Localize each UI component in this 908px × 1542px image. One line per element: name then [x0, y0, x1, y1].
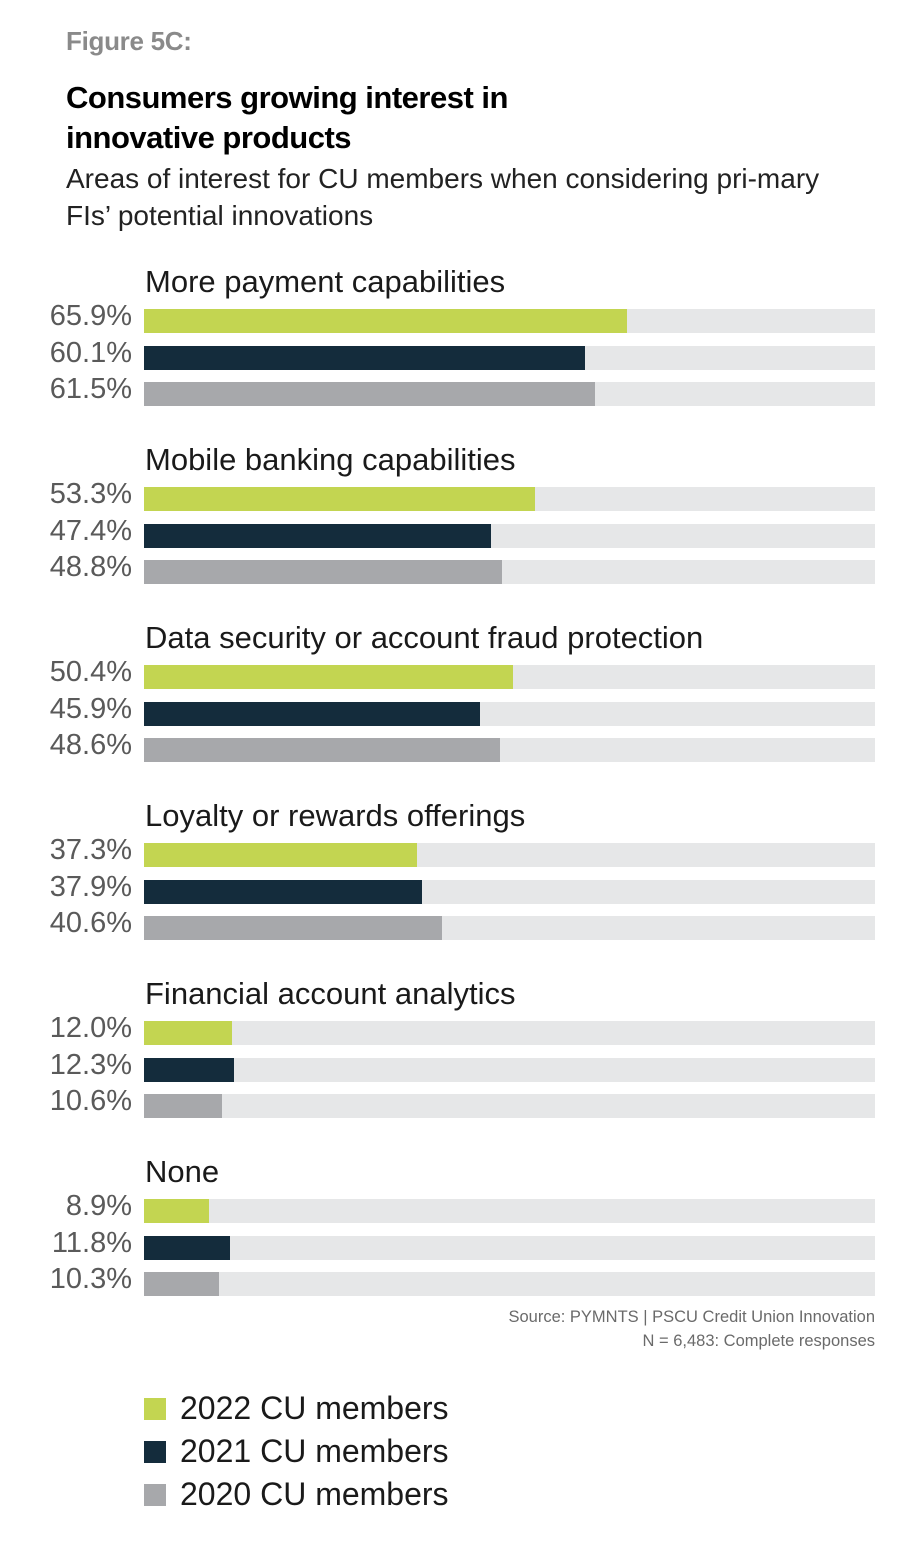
bar-2022 [144, 309, 628, 333]
bar-track [144, 1199, 875, 1223]
figure-label: Figure 5C: [66, 26, 192, 56]
bar-2021 [144, 345, 585, 370]
value-label: 48.6% [49, 729, 132, 761]
value-label: 53.3% [49, 478, 132, 510]
value-label: 37.9% [49, 870, 132, 903]
value-label: 8.9% [65, 1190, 132, 1222]
bar-2020 [144, 382, 595, 406]
bar-2021 [144, 701, 481, 726]
value-label: 60.1% [49, 336, 132, 369]
bar-2021 [144, 879, 422, 904]
bar-2022 [144, 487, 535, 511]
bar-2020 [144, 1094, 222, 1118]
category-label: More payment capabilities [145, 264, 506, 299]
bar-track [144, 1272, 875, 1296]
bar-track [144, 1235, 875, 1260]
category-label: Data security or account fraud protectio… [145, 620, 704, 655]
bar-2020 [144, 1272, 220, 1296]
legend-label-2022: 2022 CU members [180, 1390, 449, 1426]
bar-2022 [144, 665, 514, 689]
source-line: Source: PYMNTS | PSCU Credit Union Innov… [508, 1308, 875, 1326]
bar-2021 [144, 523, 492, 548]
bar-2021 [144, 1235, 231, 1260]
category-label: None [145, 1154, 220, 1189]
value-label: 12.0% [49, 1012, 132, 1044]
bar-2022 [144, 843, 418, 867]
category-label: Loyalty or rewards offerings [145, 798, 526, 833]
value-label: 50.4% [49, 656, 132, 688]
bar-2020 [144, 560, 502, 584]
value-label: 40.6% [49, 907, 132, 939]
source-note: Source: PYMNTS | PSCU Credit Union Innov… [508, 1305, 875, 1353]
sample-size-line: N = 6,483: Complete responses [642, 1332, 875, 1350]
category-label: Mobile banking capabilities [145, 442, 516, 477]
legend-swatch-2022 [144, 1398, 166, 1420]
bar-2022 [144, 1199, 210, 1223]
value-label: 48.8% [49, 551, 132, 583]
value-label: 37.3% [49, 834, 132, 866]
value-label: 11.8% [51, 1226, 132, 1259]
value-label: 65.9% [49, 300, 132, 332]
value-label: 12.3% [49, 1048, 132, 1081]
bar-track [144, 1021, 875, 1045]
chart-subtitle: Areas of interest for CU members when co… [66, 163, 820, 231]
bar-2021 [144, 1057, 235, 1082]
legend-label-2021: 2021 CU members [180, 1433, 449, 1469]
legend-swatch-2020 [144, 1484, 166, 1506]
bar-2020 [144, 916, 442, 940]
legend-label-2020: 2020 CU members [180, 1476, 449, 1512]
bar-2022 [144, 1021, 232, 1045]
value-label: 10.6% [49, 1085, 132, 1117]
chart-title: Consumers growing interest in innovative… [66, 80, 508, 155]
category-label: Financial account analytics [145, 976, 516, 1011]
value-label: 10.3% [49, 1263, 132, 1295]
bar-2020 [144, 738, 501, 762]
legend-swatch-2021 [144, 1441, 166, 1463]
bar-track [144, 1094, 875, 1118]
bar-track [144, 1057, 875, 1082]
value-label: 47.4% [49, 514, 132, 547]
value-label: 45.9% [49, 692, 132, 725]
value-label: 61.5% [49, 373, 132, 405]
